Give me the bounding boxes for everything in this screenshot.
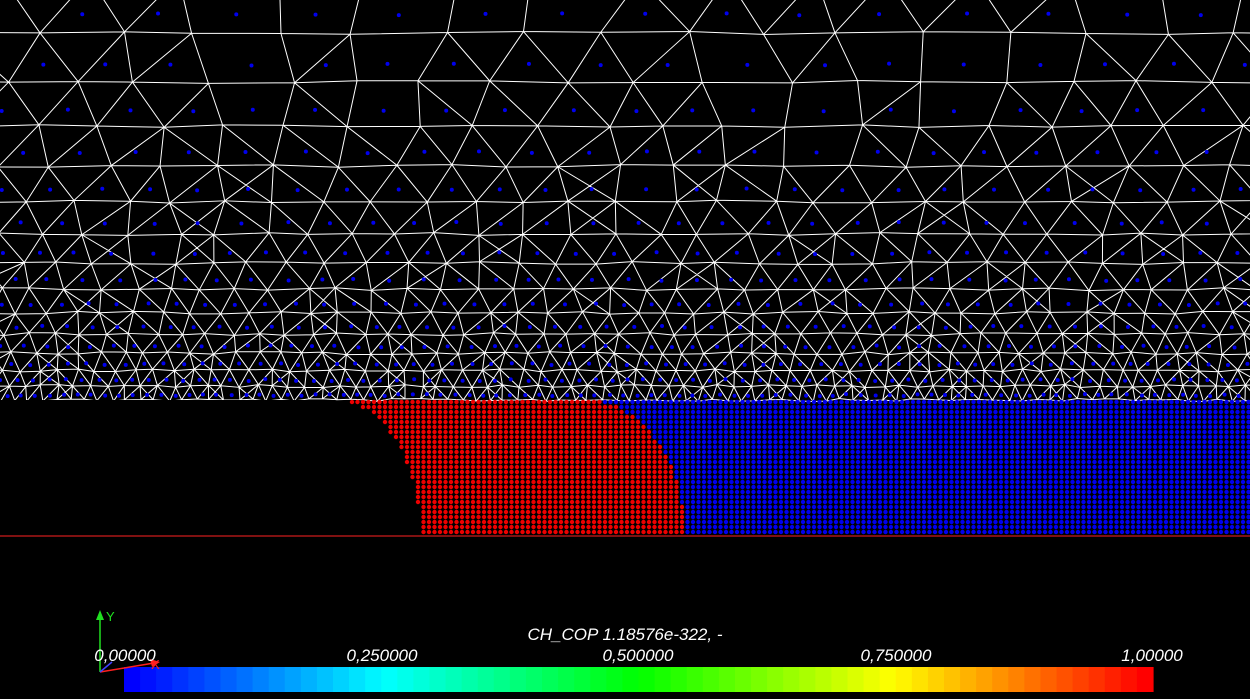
colorbar-swatch xyxy=(365,667,382,692)
mesh-edges xyxy=(0,0,1250,402)
colorbar-swatch xyxy=(670,667,688,692)
colorbar-swatch xyxy=(1056,667,1074,692)
colorbar-swatch xyxy=(252,667,270,692)
colorbar-swatch xyxy=(349,667,366,692)
colorbar-swatch xyxy=(960,667,977,692)
colorbar-swatch xyxy=(976,667,993,692)
colorbar-swatch xyxy=(1024,667,1042,692)
colorbar-swatch xyxy=(1072,667,1090,692)
colorbar-swatch xyxy=(461,667,479,692)
colorbar-swatch xyxy=(574,667,591,692)
colorbar-swatch xyxy=(622,667,640,692)
colorbar-swatch xyxy=(204,667,222,692)
colorbar-swatch xyxy=(927,667,945,692)
colorbar-swatch xyxy=(558,667,575,692)
colorbar-swatch xyxy=(799,667,816,692)
colorbar-swatch xyxy=(525,667,543,692)
colorbar-swatch xyxy=(606,667,624,692)
mesh-wireframe xyxy=(0,0,1250,402)
particle-layer xyxy=(349,399,1250,535)
colorbar-swatch xyxy=(140,667,157,692)
colorbar-tick-3: 0,750000 xyxy=(860,646,932,665)
colorbar-tick-0: 0,00000 xyxy=(94,646,156,665)
colorbar-swatch xyxy=(1120,667,1138,692)
colorbar-swatch xyxy=(333,667,350,692)
colorbar-swatch xyxy=(734,667,752,692)
colorbar-swatch xyxy=(1104,667,1122,692)
colorbar-swatch xyxy=(445,667,463,692)
x-axis-arrow-icon xyxy=(150,659,160,667)
z-axis-line xyxy=(99,661,113,673)
colorbar-swatch xyxy=(477,667,495,692)
phase-region-blue xyxy=(602,399,1250,535)
colorbar xyxy=(124,667,1154,692)
colorbar-swatch xyxy=(751,667,768,692)
phase-region-red xyxy=(349,399,685,535)
colorbar-swatch xyxy=(124,667,141,692)
colorbar-swatch xyxy=(316,667,334,692)
colorbar-tick-4: 1,00000 xyxy=(1121,646,1183,665)
colorbar-swatch xyxy=(413,667,431,692)
colorbar-swatch xyxy=(1008,667,1025,692)
colorbar-swatch xyxy=(1136,667,1154,692)
y-axis-label: Y xyxy=(106,609,115,624)
colorbar-swatch xyxy=(686,667,704,692)
colorbar-swatch xyxy=(879,667,897,692)
colorbar-tick-2: 0,500000 xyxy=(602,646,674,665)
colorbar-swatch xyxy=(509,667,527,692)
colorbar-swatch xyxy=(397,667,415,692)
x-axis-line xyxy=(99,662,155,673)
colorbar-swatch xyxy=(590,667,607,692)
colorbar-swatch xyxy=(300,667,318,692)
colorbar-swatch xyxy=(638,667,656,692)
colorbar-swatch xyxy=(831,667,849,692)
colorbar-swatch xyxy=(284,667,302,692)
colorbar-swatch xyxy=(895,667,913,692)
colorbar-swatch xyxy=(1088,667,1106,692)
colorbar-swatch xyxy=(847,667,865,692)
colorbar-swatch xyxy=(493,667,511,692)
colorbar-swatch xyxy=(381,667,398,692)
colorbar-swatch xyxy=(268,667,286,692)
colorbar-swatch xyxy=(220,667,238,692)
colorbar-swatch xyxy=(863,667,881,692)
colorbar-swatch xyxy=(943,667,961,692)
colorbar-swatch xyxy=(783,667,800,692)
colorbar-swatch xyxy=(992,667,1009,692)
colorbar-swatch xyxy=(1040,667,1058,692)
solid-region-edge xyxy=(0,400,418,536)
colorbar-swatch xyxy=(156,667,173,692)
y-axis-arrow-icon xyxy=(96,610,104,620)
colorbar-swatch xyxy=(236,667,254,692)
colorbar-title: CH_COP 1.18576e-322, - xyxy=(527,625,723,644)
colorbar-swatch xyxy=(815,667,833,692)
colorbar-swatch xyxy=(654,667,672,692)
colorbar-swatch xyxy=(702,667,720,692)
colorbar-swatch xyxy=(542,667,559,692)
x-axis-label: X xyxy=(151,657,160,672)
colorbar-tick-1: 0,250000 xyxy=(346,646,418,665)
colorbar-swatch xyxy=(718,667,736,692)
colorbar-swatch xyxy=(172,667,189,692)
colorbar-swatch xyxy=(767,667,784,692)
colorbar-swatch xyxy=(429,667,447,692)
axes-triad xyxy=(96,610,160,673)
colorbar-swatch xyxy=(911,667,929,692)
colorbar-swatch xyxy=(188,667,205,692)
